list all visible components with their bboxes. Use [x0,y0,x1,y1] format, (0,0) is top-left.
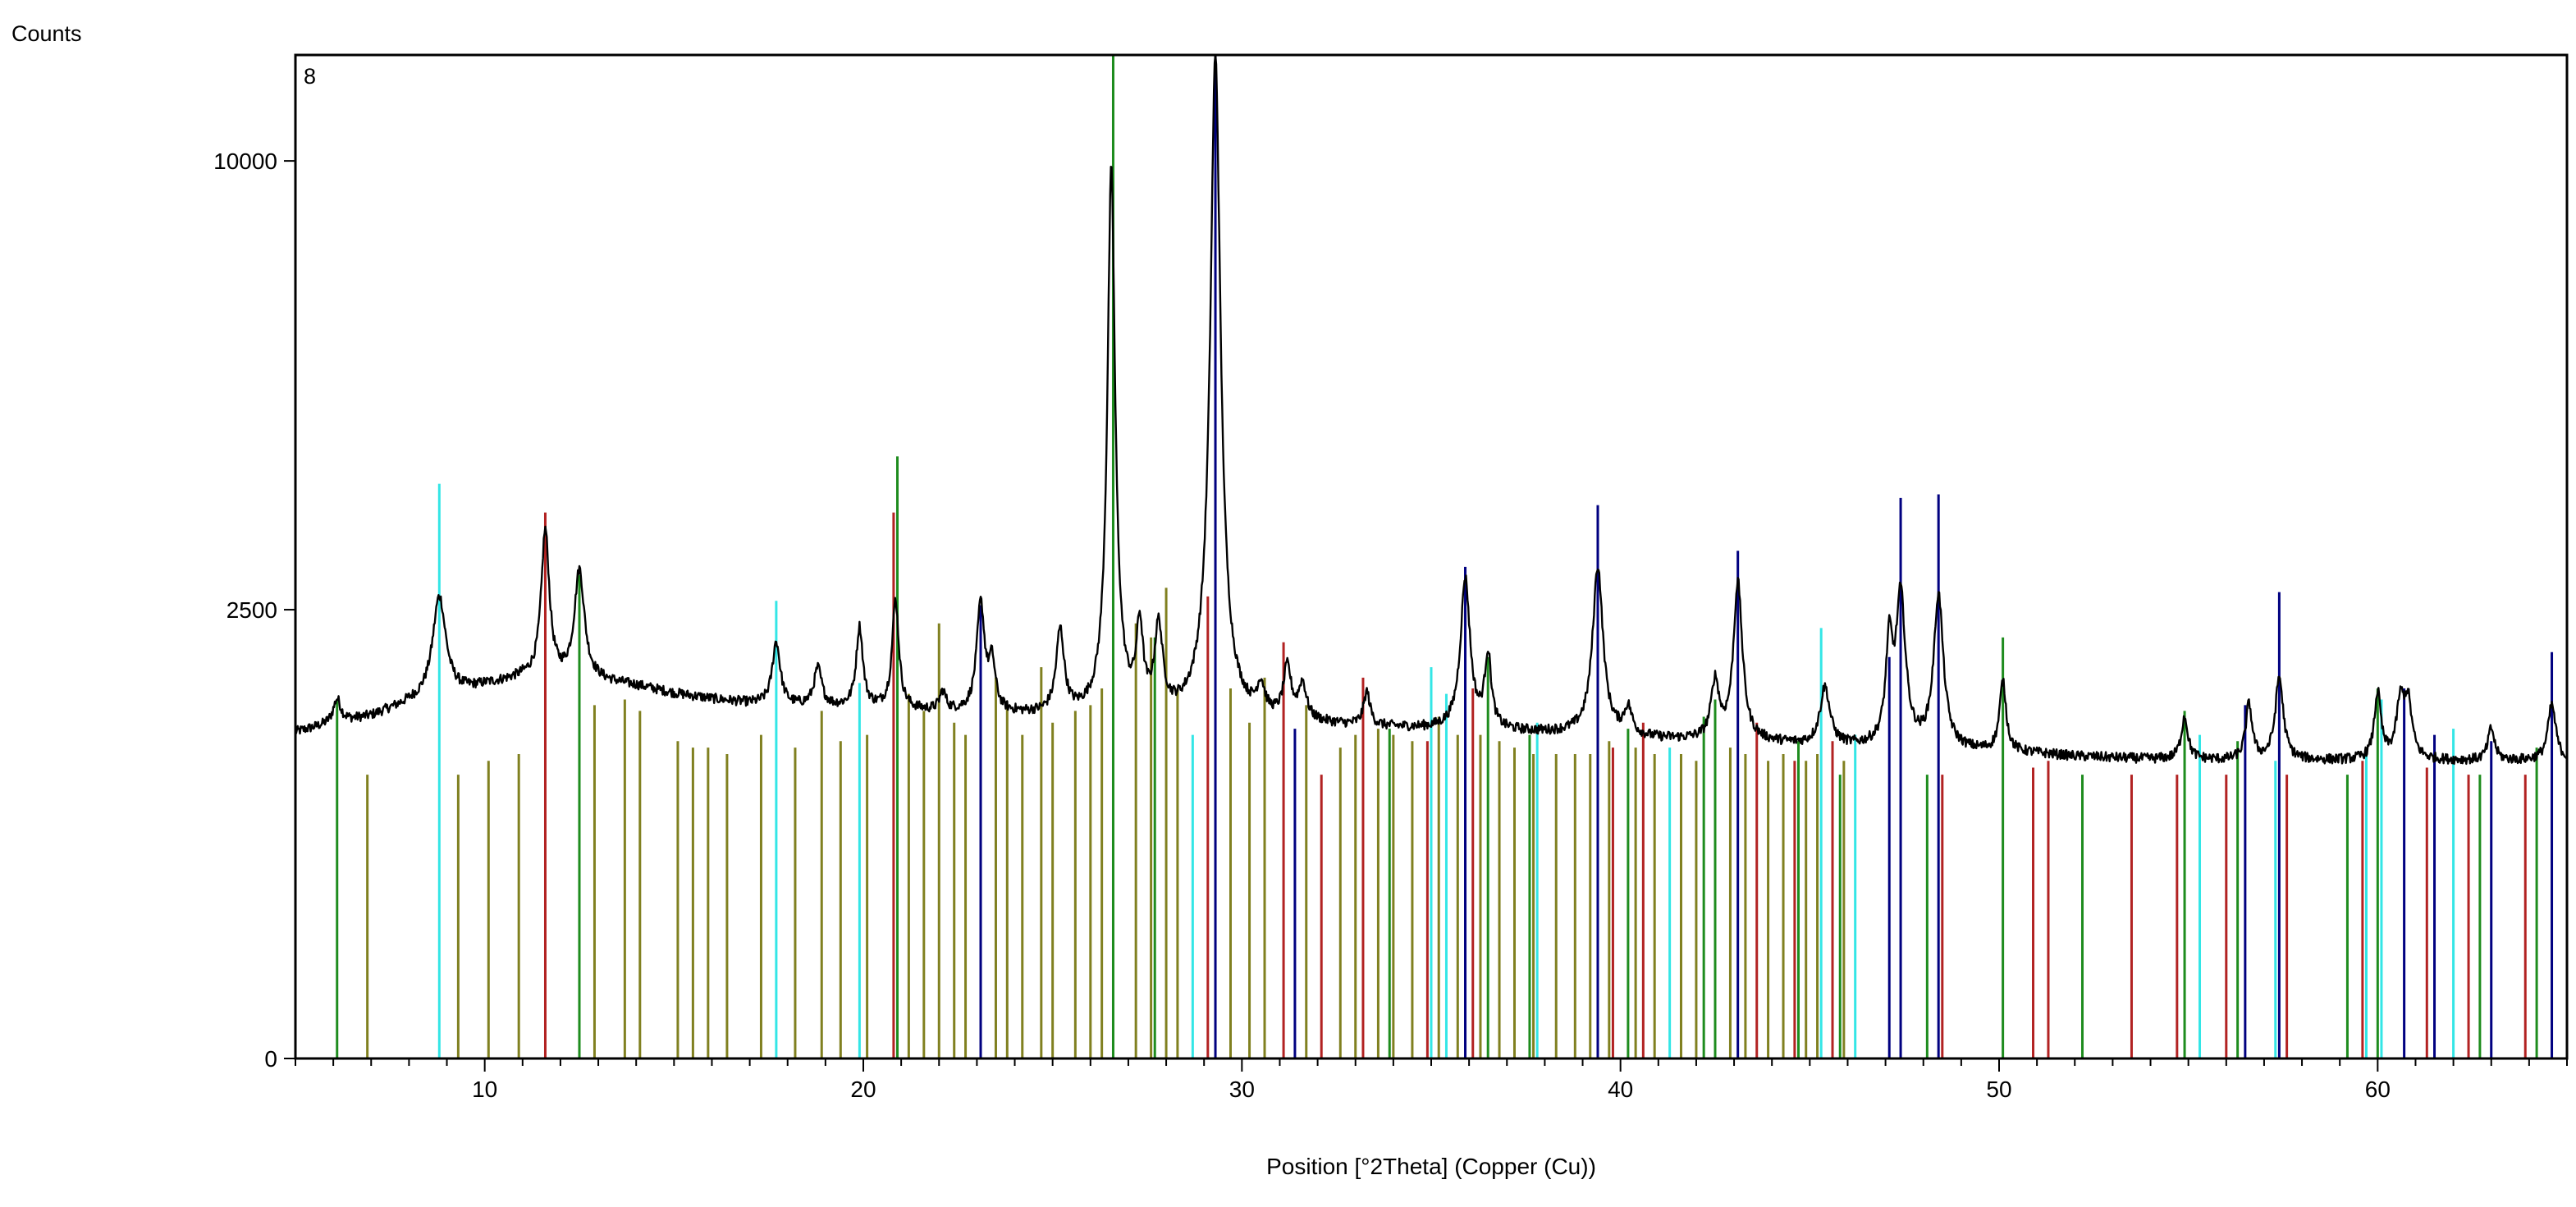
x-axis: 10 20 30 40 50 60 [295,1058,2568,1102]
x-tick-label: 10 [472,1077,497,1102]
x-tick-label: 30 [1229,1077,1255,1102]
y-tick-label: 10000 [213,149,277,174]
y-axis: 0 2500 10000 [213,149,295,1072]
y-axis-label: Counts [11,21,82,46]
y-tick-label: 0 [264,1046,277,1072]
x-tick-label: 50 [1986,1077,2011,1102]
x-tick-label: 60 [2365,1077,2391,1102]
x-tick-label: 20 [850,1077,876,1102]
reference-pattern-lines [336,55,2569,1058]
panel-label: 8 [304,64,316,89]
x-axis-label: Position [°2Theta] (Copper (Cu)) [1266,1154,1596,1179]
x-tick-label: 40 [1608,1077,1633,1102]
diffraction-pattern-line [294,53,2569,766]
y-tick-label: 2500 [226,597,277,623]
